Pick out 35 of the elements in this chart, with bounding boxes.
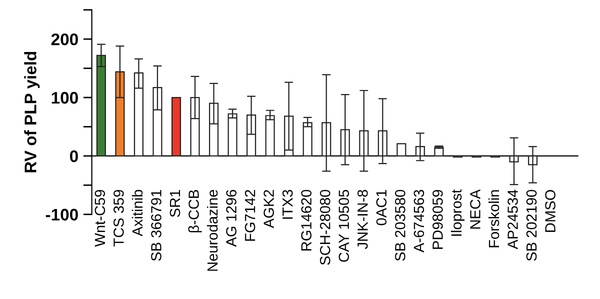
x-tick-label: SR1	[170, 190, 180, 217]
x-tick-label: β-CCB	[188, 190, 202, 232]
x-tick-label: PD98059	[432, 190, 443, 249]
x-tick-label: FG7142	[244, 190, 256, 241]
x-tick-label: 0AC1	[376, 190, 387, 226]
bar	[265, 115, 275, 157]
x-tick-label: JNK-IN-8	[357, 190, 368, 250]
y-tick-label: -100	[46, 208, 78, 221]
x-tick-label: ITX3	[282, 190, 293, 219]
y-tick-label: 100	[52, 92, 78, 104]
y-axis-title: RV of PLP yield	[24, 52, 40, 172]
x-tick-label: NECA	[470, 189, 480, 229]
x-tick-label: A-674563	[414, 190, 424, 252]
bar	[396, 143, 406, 157]
x-tick-label: AGK2	[264, 190, 274, 228]
y-tick-label: 200	[51, 33, 78, 46]
x-tick-label: Axitinib	[132, 190, 143, 236]
x-tick-label: RG14620	[301, 190, 312, 251]
x-tick-label: SB 203580	[395, 190, 406, 261]
bar	[171, 96, 182, 157]
x-tick-label: Wnt-C59	[94, 190, 106, 247]
x-tick-label: SB 366791	[151, 190, 162, 261]
x-tick-label: SB 202190	[526, 190, 537, 261]
x-tick-label: AP24534	[508, 190, 518, 250]
x-tick-label: Neurodazine	[206, 190, 218, 271]
x-tick-label: Iloprost	[450, 189, 465, 236]
x-tick-label: AG 1296	[226, 190, 236, 247]
x-tick-label: TCS 359	[114, 190, 124, 246]
bar	[302, 122, 312, 157]
bar	[228, 113, 238, 157]
x-tick-label: CAY 10505	[338, 190, 350, 262]
x-tick-label: SCH-28080	[320, 190, 330, 265]
y-tick-label: 0	[70, 150, 78, 162]
x-tick-label: Forskolin	[488, 190, 500, 248]
x-tick-label: DMSO	[545, 190, 556, 232]
